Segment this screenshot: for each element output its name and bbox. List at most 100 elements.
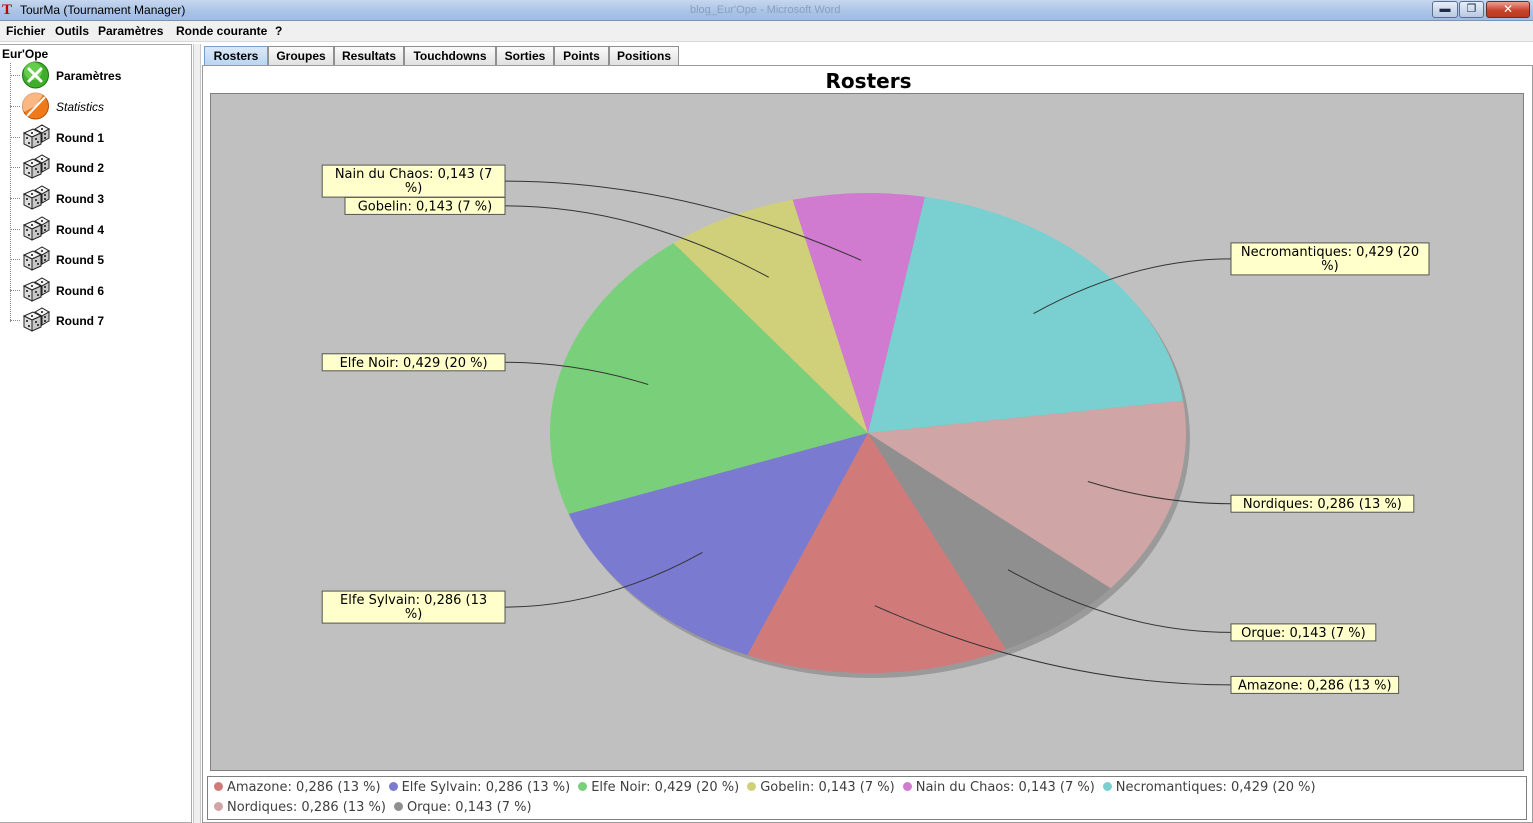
pie-slice-nordiques[interactable]: [868, 400, 1186, 589]
legend-label: Elfe Noir: 0,429 (20 %): [591, 780, 740, 795]
tree-item-label: Round 3: [56, 192, 104, 206]
pie-label-box: [321, 164, 506, 198]
pie-label-connector: [504, 361, 649, 385]
tree-root-tournament[interactable]: Eur'Ope: [2, 47, 49, 61]
menu-help[interactable]: ?: [275, 24, 283, 38]
tree-item-label: Statistics: [56, 100, 105, 114]
pie-label-box: [1230, 494, 1415, 513]
legend-label: Amazone: 0,286 (13 %): [227, 780, 381, 795]
statistics-icon: [22, 92, 49, 120]
panel-splitter[interactable]: [193, 44, 201, 823]
pie-slice-amazone[interactable]: [747, 433, 1006, 674]
legend-item-necromantiques: Necromantiques: 0,429 (20 %): [1102, 780, 1316, 795]
legend-swatch: [214, 782, 223, 791]
legend-swatch: [214, 802, 223, 811]
maximize-button[interactable]: ❐: [1459, 1, 1484, 18]
window-title: TourMa (Tournament Manager): [20, 3, 186, 17]
dice-icon: [22, 216, 50, 241]
pie-label-connector: [874, 605, 1232, 686]
menu-ronde-courante[interactable]: Ronde courante: [176, 24, 268, 38]
legend-swatch: [393, 802, 403, 811]
dice-icon: [22, 185, 50, 210]
tree-item-round-4[interactable]: Round 4: [10, 214, 185, 244]
chart-title: Rosters: [825, 69, 912, 93]
tab-sorties[interactable]: Sorties: [496, 46, 554, 66]
dice-icon: [22, 154, 50, 179]
pie-label: Gobelin: 0,143 (7 %): [358, 199, 493, 214]
menu-outils[interactable]: Outils: [55, 24, 90, 38]
maximize-icon: ❐: [1466, 3, 1477, 15]
tree-item-label: Round 6: [56, 284, 104, 298]
legend-label: Orque: 0,143 (7 %): [406, 800, 532, 815]
tree-item-label: Round 2: [56, 161, 104, 175]
legend-swatch: [1102, 782, 1112, 791]
pie-label: Elfe Sylvain: 0,286 (13%): [340, 593, 487, 622]
menu-fichier[interactable]: Fichier: [6, 24, 46, 38]
pie-slice-necromantiques[interactable]: [868, 196, 1184, 433]
tab-groupes[interactable]: Groupes: [268, 46, 334, 66]
legend-label: Nordiques: 0,286 (13 %): [227, 800, 386, 815]
dice-icon: [22, 307, 50, 332]
legend-item-gobelin: Gobelin: 0,143 (7 %): [747, 780, 895, 795]
tab-rosters[interactable]: Rosters: [204, 46, 268, 66]
tab-positions[interactable]: Positions: [609, 46, 679, 66]
legend-item-nordiques: Nordiques: 0,286 (13 %): [214, 800, 386, 815]
tab-touchdowns[interactable]: Touchdowns: [404, 46, 496, 66]
pie-slice-orque[interactable]: [868, 433, 1111, 650]
tree-item-label: Round 4: [56, 223, 104, 237]
background-window-title: blog_Eur'Ope - Microsoft Word: [690, 4, 841, 16]
pie-label-box: [321, 353, 506, 372]
tree-connector: [10, 63, 11, 322]
tree-item-round-5[interactable]: Round 5: [10, 244, 185, 274]
pie-slice-elfe-noir[interactable]: [549, 243, 868, 514]
minimize-button[interactable]: ▬: [1432, 1, 1458, 18]
pie-label-box: [1230, 675, 1400, 694]
legend-item-elfe-noir: Elfe Noir: 0,429 (20 %): [578, 780, 739, 795]
tree-item-label: Round 5: [56, 253, 104, 267]
pie-label: Elfe Noir: 0,429 (20 %): [340, 356, 488, 371]
chart-panel: Rosters Amazone: 0,286 (13 %) Elfe Sylvai…: [202, 65, 1533, 823]
dice-icon: [22, 277, 50, 302]
tree-item-parametres[interactable]: Paramètres: [10, 60, 185, 90]
legend-swatch: [388, 782, 398, 791]
legend-item-amazone: Amazone: 0,286 (13 %): [214, 780, 381, 795]
pie-label: Amazone: 0,286 (13 %): [1238, 678, 1392, 693]
minimize-icon: ▬: [1439, 3, 1451, 15]
pie-slice-gobelin[interactable]: [673, 199, 869, 433]
tab-points[interactable]: Points: [554, 46, 609, 66]
tree-item-round-1[interactable]: Round 1: [10, 122, 185, 152]
app-logo-icon: T: [2, 2, 13, 18]
pie-label: Necromantiques: 0,429 (20%): [1241, 245, 1419, 274]
pie-label-box: [321, 590, 506, 624]
window-title-bar: T TourMa (Tournament Manager) blog_Eur'O…: [0, 0, 1533, 21]
pie-label-connector: [504, 205, 769, 278]
tree-item-round-6[interactable]: Round 6: [10, 275, 185, 305]
tab-strip: Rosters Groupes Resultats Touchdowns Sor…: [202, 44, 1533, 66]
tab-resultats[interactable]: Resultats: [334, 46, 404, 66]
pie-label: Nain du Chaos: 0,143 (7%): [335, 167, 493, 196]
tree-item-label: Paramètres: [56, 69, 122, 83]
legend-item-orque: Orque: 0,143 (7 %): [393, 800, 532, 815]
tree-item-round-3[interactable]: Round 3: [10, 183, 185, 213]
pie-slice-elfe-sylvain[interactable]: [568, 433, 868, 656]
legend-label: Nain du Chaos: 0,143 (7 %): [915, 780, 1095, 795]
legend-swatch: [902, 782, 912, 791]
legend-swatch: [747, 782, 757, 791]
pie-label-connector: [504, 551, 703, 608]
legend-label: Necromantiques: 0,429 (20 %): [1115, 780, 1316, 795]
legend-item-nain-du-chaos: Nain du Chaos: 0,143 (7 %): [902, 780, 1095, 795]
legend-item-elfe-sylvain: Elfe Sylvain: 0,286 (13 %): [388, 780, 570, 795]
tree-item-statistics[interactable]: Statistics: [10, 91, 185, 121]
pie-slice-nain-du-chaos[interactable]: [792, 193, 925, 433]
pie-label-connector: [1007, 569, 1232, 633]
tree-item-round-2[interactable]: Round 2: [10, 152, 185, 182]
pie-label-box: [1230, 623, 1377, 642]
menu-parametres[interactable]: Paramètres: [98, 24, 164, 38]
dice-icon: [22, 124, 50, 149]
pie-label-connector: [504, 180, 862, 261]
menu-bar: Fichier Outils Paramètres Ronde courante…: [0, 21, 1533, 42]
tree-item-round-7[interactable]: Round 7: [10, 305, 185, 335]
tree-item-label: Round 1: [56, 131, 104, 145]
pie-label: Orque: 0,143 (7 %): [1241, 626, 1366, 641]
close-button[interactable]: ✕: [1486, 1, 1530, 18]
